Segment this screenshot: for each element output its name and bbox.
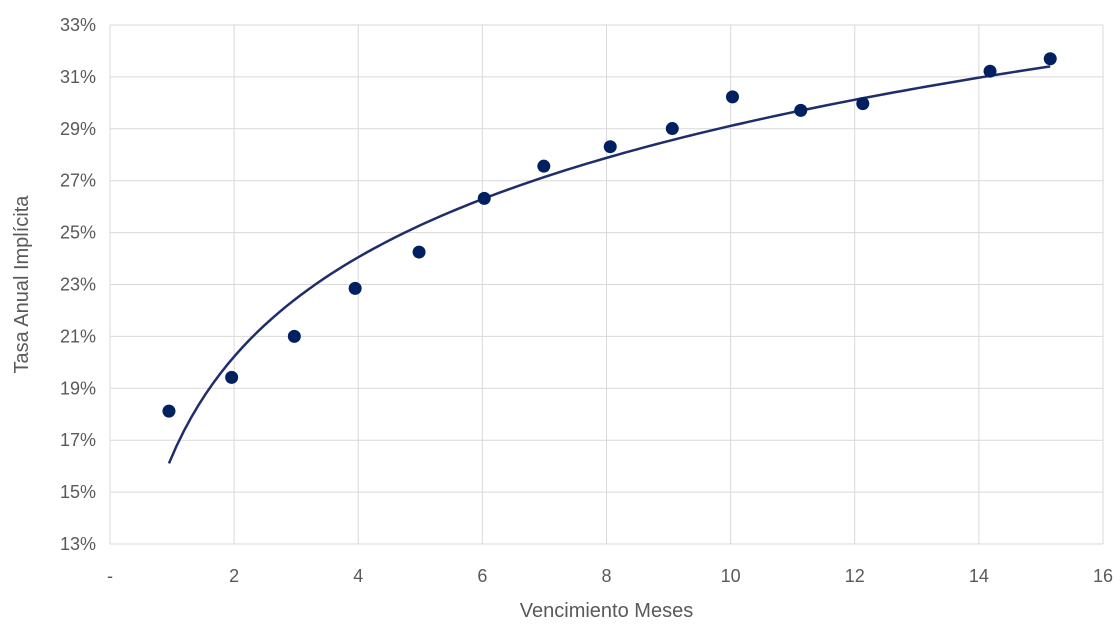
x-tick-label: 16 xyxy=(1093,566,1113,586)
data-point xyxy=(1043,52,1057,66)
y-tick-label: 29% xyxy=(60,119,96,139)
gridlines xyxy=(110,24,1104,545)
y-axis-title: Tasa Anual Implícita xyxy=(11,195,33,374)
x-tick-label: 10 xyxy=(721,566,741,586)
trendline xyxy=(167,65,1051,464)
data-point xyxy=(537,159,551,173)
trendline-layer xyxy=(167,65,1051,464)
data-point xyxy=(412,245,426,259)
data-point xyxy=(983,64,997,78)
x-tick-label: 6 xyxy=(477,566,487,586)
y-tick-label: 27% xyxy=(60,171,96,191)
y-tick-label: 19% xyxy=(60,378,96,398)
y-tick-label: 15% xyxy=(60,482,96,502)
y-tick-label: 25% xyxy=(60,223,96,243)
y-tick-label: 13% xyxy=(60,534,96,554)
y-tick-label: 31% xyxy=(60,67,96,87)
data-point xyxy=(725,90,739,104)
y-tick-label: 23% xyxy=(60,275,96,295)
data-point xyxy=(665,122,679,136)
data-point xyxy=(603,140,617,154)
data-point xyxy=(162,404,176,418)
tick-labels: 13% 15% 17% 19% 21% 23% 25% 27% 29% 31% 33% - 2 4 6 8 10… xyxy=(60,15,1113,586)
x-tick-label: 4 xyxy=(353,566,363,586)
x-tick-label: - xyxy=(107,566,113,586)
x-tick-label: 12 xyxy=(845,566,865,586)
data-point xyxy=(856,97,870,111)
x-axis-title: Vencimiento Meses xyxy=(520,600,693,622)
data-point xyxy=(225,370,239,384)
y-tick-label: 21% xyxy=(60,326,96,346)
y-tick-label: 17% xyxy=(60,430,96,450)
data-point xyxy=(287,329,301,343)
axes xyxy=(109,25,1103,545)
data-points xyxy=(162,52,1057,418)
data-point xyxy=(794,103,808,117)
x-tick-label: 14 xyxy=(969,566,989,586)
x-tick-label: 2 xyxy=(229,566,239,586)
x-tick-label: 8 xyxy=(601,566,611,586)
y-tick-label: 33% xyxy=(60,15,96,35)
data-point xyxy=(348,281,362,295)
data-point xyxy=(477,191,491,205)
